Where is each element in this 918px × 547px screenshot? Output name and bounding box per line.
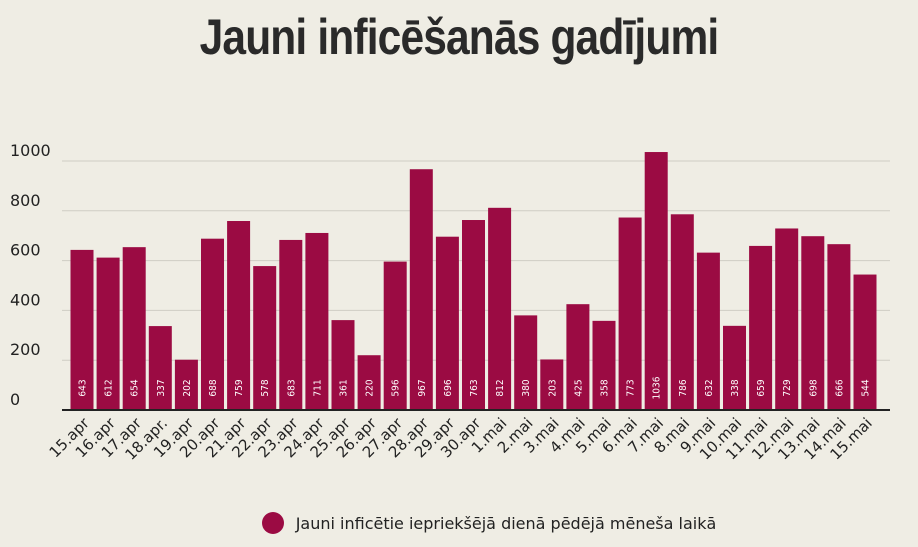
bar: [174, 359, 198, 410]
bar-value-label: 643: [78, 379, 89, 396]
bar-value-label: 380: [521, 379, 532, 396]
bar-value-label: 698: [808, 379, 819, 396]
bar-value-label: 711: [312, 379, 323, 396]
bar: [775, 228, 799, 410]
bar: [253, 266, 277, 410]
x-axis-ticks: 15.apr16.apr17.apr18.apr.19.apr20.apr21.…: [46, 414, 876, 464]
bar-value-label: 688: [208, 379, 219, 396]
bar: [540, 359, 564, 410]
bar: [331, 320, 355, 410]
bar-value-label: 659: [756, 379, 767, 396]
bar: [462, 220, 485, 410]
bar-value-label: 1036: [652, 376, 663, 399]
bar-value-label: 786: [678, 379, 689, 396]
bar: [801, 236, 825, 410]
bar: [305, 232, 329, 410]
bar-value-label: 763: [469, 379, 480, 396]
bar: [96, 257, 120, 410]
bar-value-label: 729: [782, 379, 793, 396]
bar-value-label: 759: [234, 379, 245, 396]
bar: [227, 221, 251, 410]
legend: Jauni inficētie iepriekšējā dienā pēdējā…: [0, 512, 918, 534]
bar: [122, 247, 146, 410]
bar-value-label: 544: [861, 379, 872, 396]
y-tick-label: 600: [10, 241, 41, 260]
bar: [514, 315, 538, 410]
bar-value-label: 337: [156, 379, 167, 396]
bar-value-label: 203: [547, 379, 558, 396]
bar: [696, 252, 720, 410]
bar: [644, 152, 668, 410]
bar-value-label: 358: [600, 379, 611, 396]
bar: [70, 249, 94, 410]
bar-value-label: 202: [182, 379, 193, 396]
y-axis-ticks: 0 200 400 600 800 1000: [10, 141, 51, 409]
bar: [357, 355, 381, 410]
value-labels: 643 612 654 337 202 688 759 578 683 711 361 220 596 9…: [78, 376, 872, 399]
bar-value-label: 773: [626, 379, 637, 396]
bar: [148, 326, 172, 410]
bar: [279, 239, 303, 410]
y-tick-label: 0: [10, 390, 20, 409]
bar: [670, 214, 694, 410]
y-tick-label: 800: [10, 191, 41, 210]
legend-label: Jauni inficētie iepriekšējā dienā pēdējā…: [295, 513, 717, 533]
bar-value-label: 812: [495, 379, 506, 396]
bar: [592, 320, 616, 410]
bar-value-label: 666: [834, 379, 845, 396]
bar-value-label: 696: [443, 379, 454, 396]
bar-value-label: 683: [286, 379, 297, 396]
bar-value-label: 425: [573, 379, 584, 396]
bars: [70, 152, 877, 410]
y-tick-label: 1000: [10, 141, 51, 160]
bar: [723, 325, 746, 410]
bar: [435, 236, 459, 410]
bar: [827, 244, 851, 410]
bar: [566, 304, 590, 410]
bar: [409, 169, 433, 410]
bar: [618, 217, 642, 410]
bar-value-label: 612: [104, 379, 115, 396]
bar-value-label: 338: [730, 379, 741, 396]
bar: [383, 261, 407, 410]
bar: [488, 207, 512, 410]
bar-value-label: 632: [704, 379, 715, 396]
bar-value-label: 596: [391, 379, 402, 396]
bar-value-label: 578: [260, 379, 271, 396]
chart-title: Jauni inficēšanās gadījumi: [199, 9, 720, 65]
bar: [749, 245, 773, 410]
bar: [201, 238, 224, 410]
y-tick-label: 400: [10, 290, 41, 309]
bar-value-label: 654: [130, 379, 141, 396]
bar: [853, 274, 877, 410]
bar-value-label: 220: [365, 379, 376, 396]
bar-value-label: 361: [339, 379, 350, 396]
bar-value-label: 967: [417, 379, 428, 396]
y-tick-label: 200: [10, 340, 41, 359]
legend-marker-icon: [261, 512, 284, 534]
